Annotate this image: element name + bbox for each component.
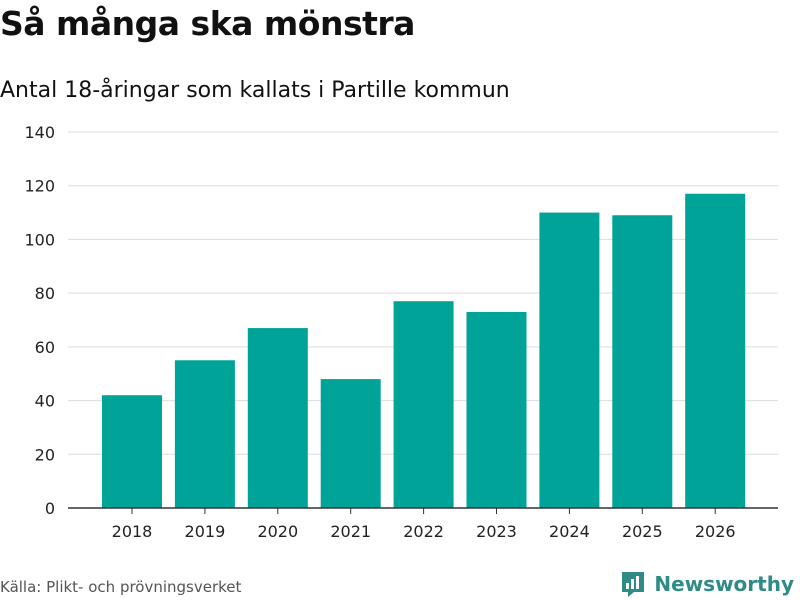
bar-2022 <box>393 301 454 508</box>
y-tick-label: 20 <box>35 445 55 464</box>
x-tick-label: 2024 <box>549 522 590 541</box>
y-tick-label: 100 <box>24 230 55 249</box>
y-tick-label: 40 <box>35 392 55 411</box>
y-tick-label: 60 <box>35 338 55 357</box>
bar-2018 <box>102 395 162 508</box>
bar-2023 <box>466 311 527 508</box>
x-tick-label: 2020 <box>257 522 298 541</box>
bar-2026 <box>685 193 746 508</box>
bar-2019 <box>174 360 235 508</box>
brand-name: Newsworthy <box>654 572 794 596</box>
y-tick-label: 120 <box>24 177 55 196</box>
chart-title: Så många ska mönstra <box>0 4 415 43</box>
x-tick-label: 2021 <box>330 522 371 541</box>
chart-subtitle: Antal 18-åringar som kallats i Partille … <box>0 78 510 103</box>
source-note: Källa: Plikt- och prövningsverket <box>0 578 242 596</box>
newsworthy-logo-icon <box>622 572 645 597</box>
bars <box>102 193 746 509</box>
x-tick-label: 2023 <box>476 522 517 541</box>
bar-2024 <box>539 212 600 509</box>
x-tick-label: 2022 <box>403 522 444 541</box>
bar-2021 <box>320 379 381 508</box>
y-tick-label: 0 <box>45 499 55 518</box>
x-tick-label: 2018 <box>112 522 153 541</box>
bar-chart: 0 20 40 60 80 100 120 140 2018 2019 2020 2021 2022 20… <box>24 123 778 541</box>
y-tick-label: 140 <box>24 123 55 142</box>
x-tick-label: 2019 <box>185 522 226 541</box>
axes: 0 20 40 60 80 100 120 140 2018 2019 2020 2021 2022 20… <box>24 123 778 541</box>
y-tick-label: 80 <box>35 284 55 303</box>
bar-2025 <box>612 215 673 508</box>
x-tick-label: 2025 <box>622 522 663 541</box>
x-tick-label: 2026 <box>695 522 736 541</box>
brand-logo: Newsworthy <box>620 570 794 598</box>
bar-2020 <box>247 328 308 508</box>
